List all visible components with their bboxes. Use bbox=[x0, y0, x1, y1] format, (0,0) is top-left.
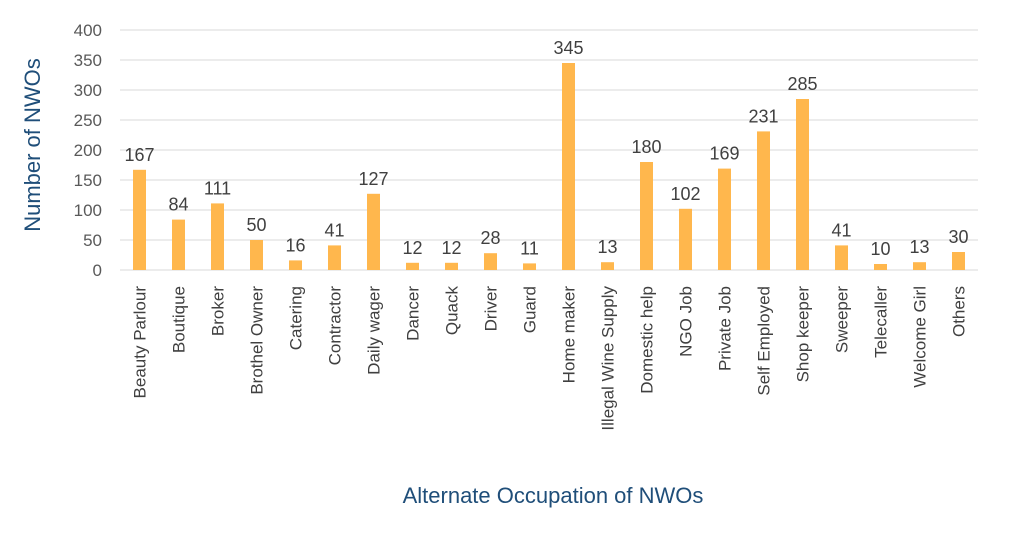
data-label: 167 bbox=[124, 145, 154, 165]
bar bbox=[679, 208, 692, 270]
category-label: NGO Job bbox=[677, 286, 696, 357]
data-label: 285 bbox=[787, 74, 817, 94]
category-label: Brothel Owner bbox=[248, 286, 267, 395]
bar bbox=[640, 162, 653, 270]
bar bbox=[718, 168, 731, 270]
data-label: 16 bbox=[285, 235, 305, 255]
bar bbox=[328, 245, 341, 270]
bar bbox=[874, 264, 887, 270]
data-label: 12 bbox=[441, 238, 461, 258]
bar bbox=[406, 262, 419, 270]
data-label: 169 bbox=[709, 144, 739, 164]
bars bbox=[133, 63, 965, 270]
data-label: 111 bbox=[204, 178, 231, 198]
data-label: 13 bbox=[597, 237, 617, 257]
bar bbox=[445, 262, 458, 270]
y-axis-ticks: 0 50 100 150 200 250 300 350 400 bbox=[74, 21, 102, 280]
data-label: 41 bbox=[324, 220, 344, 240]
category-label: Driver bbox=[482, 286, 501, 332]
data-label: 180 bbox=[631, 137, 661, 157]
data-label: 50 bbox=[246, 215, 266, 235]
y-tick-label: 400 bbox=[74, 21, 102, 40]
category-label: Daily wager bbox=[365, 286, 384, 375]
category-label: Home maker bbox=[560, 286, 579, 384]
bar bbox=[562, 63, 575, 270]
bar bbox=[835, 245, 848, 270]
bar bbox=[523, 263, 536, 270]
data-label: 84 bbox=[168, 195, 188, 215]
y-tick-label: 150 bbox=[74, 171, 102, 190]
category-label: Others bbox=[950, 286, 969, 337]
data-label: 13 bbox=[909, 237, 929, 257]
y-tick-label: 0 bbox=[93, 261, 102, 280]
category-label: Shop keeper bbox=[794, 286, 813, 383]
data-label: 41 bbox=[831, 220, 851, 240]
y-tick-label: 100 bbox=[74, 201, 102, 220]
category-label: Guard bbox=[521, 286, 540, 333]
data-label: 11 bbox=[520, 238, 539, 258]
y-tick-label: 350 bbox=[74, 51, 102, 70]
bar bbox=[289, 260, 302, 270]
bar bbox=[133, 169, 146, 270]
data-label: 28 bbox=[480, 228, 500, 248]
bar bbox=[172, 219, 185, 270]
data-labels: 167 84 111 50 16 41 127 12 12 28 11 345 13 180 102 169 2… bbox=[124, 38, 968, 259]
y-axis-title: Number of NWOs bbox=[20, 58, 45, 232]
y-tick-label: 250 bbox=[74, 111, 102, 130]
bar bbox=[211, 203, 224, 270]
category-label: Self Employed bbox=[755, 286, 774, 396]
bar bbox=[484, 253, 497, 270]
category-label: Quack bbox=[443, 286, 462, 336]
category-label: Telecaller bbox=[872, 286, 891, 358]
category-label: Illegal Wine Supply bbox=[599, 286, 618, 431]
category-label: Boutique bbox=[170, 286, 189, 353]
category-label: Welcome Girl bbox=[911, 286, 930, 388]
category-label: Dancer bbox=[404, 286, 423, 341]
bar bbox=[952, 252, 965, 270]
data-label: 10 bbox=[870, 239, 890, 259]
data-label: 12 bbox=[402, 238, 422, 258]
bar bbox=[757, 131, 770, 270]
category-label: Beauty Parlour bbox=[131, 286, 150, 399]
x-axis-categories: Beauty Parlour Boutique Broker Brothel Owne… bbox=[131, 286, 969, 431]
bar bbox=[601, 262, 614, 270]
y-tick-label: 200 bbox=[74, 141, 102, 160]
category-label: Domestic help bbox=[638, 286, 657, 394]
data-label: 30 bbox=[948, 227, 968, 247]
bar bbox=[796, 99, 809, 270]
y-tick-label: 50 bbox=[83, 231, 102, 250]
data-label: 127 bbox=[358, 169, 388, 189]
category-label: Broker bbox=[209, 286, 228, 336]
bar bbox=[250, 240, 263, 270]
category-label: Private Job bbox=[716, 286, 735, 371]
bar bbox=[367, 193, 380, 270]
category-label: Sweeper bbox=[833, 286, 852, 353]
category-label: Catering bbox=[287, 286, 306, 350]
x-axis-title: Alternate Occupation of NWOs bbox=[403, 483, 704, 508]
bar bbox=[913, 262, 926, 270]
data-label: 231 bbox=[748, 106, 778, 126]
data-label: 345 bbox=[553, 38, 583, 58]
y-tick-label: 300 bbox=[74, 81, 102, 100]
data-label: 102 bbox=[670, 184, 700, 204]
category-label: Contractor bbox=[326, 286, 345, 366]
